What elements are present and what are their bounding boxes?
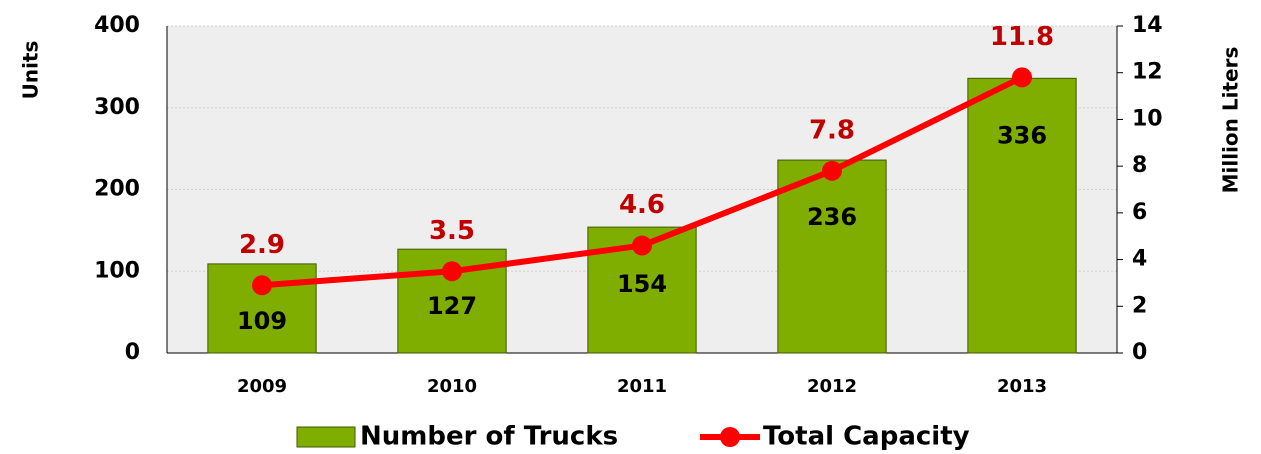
chart: Units Million Liters 0 100 200 300 400 0 2 4 6 8 1… <box>0 0 1261 454</box>
y2-tick-label: 10 <box>1132 106 1163 131</box>
y-tick-label: 100 <box>94 258 140 283</box>
line-marker <box>1012 67 1032 87</box>
x-tick-label: 2010 <box>427 376 477 397</box>
y-tick-label: 0 <box>125 340 140 365</box>
y2-tick-label: 12 <box>1132 60 1163 85</box>
x-tick-label: 2013 <box>997 376 1047 397</box>
y2-tick-label: 2 <box>1132 293 1147 318</box>
bar-value-label: 336 <box>997 121 1047 149</box>
y2-tick-label: 8 <box>1132 153 1147 178</box>
legend-swatch <box>297 427 355 447</box>
line-marker <box>822 161 842 181</box>
bar <box>778 160 886 353</box>
line-value-label: 11.8 <box>990 22 1054 52</box>
bar-value-label: 109 <box>237 307 287 335</box>
line-marker <box>442 261 462 281</box>
bar-value-label: 236 <box>807 203 857 231</box>
line-value-label: 7.8 <box>809 115 855 145</box>
line-value-label: 2.9 <box>239 230 285 260</box>
y2-tick-label: 6 <box>1132 200 1147 225</box>
y2-axis-title: Million Liters <box>1219 47 1243 194</box>
y2-tick-label: 0 <box>1132 340 1147 365</box>
x-tick-label: 2011 <box>617 376 667 397</box>
y-tick-label: 200 <box>94 177 140 202</box>
y2-tick-label: 4 <box>1132 247 1147 272</box>
y-axis-title: Units <box>19 41 43 100</box>
legend-label: Number of Trucks <box>360 422 618 452</box>
line-value-label: 3.5 <box>429 216 475 246</box>
legend-label: Total Capacity <box>763 422 970 452</box>
legend-swatch <box>720 427 740 447</box>
x-tick-label: 2012 <box>807 376 857 397</box>
bar <box>968 78 1076 353</box>
x-tick-label: 2009 <box>237 376 287 397</box>
y-tick-label: 300 <box>94 95 140 120</box>
line-value-label: 4.6 <box>619 190 665 220</box>
line-marker <box>632 236 652 256</box>
bar-value-label: 127 <box>427 292 477 320</box>
bar-value-label: 154 <box>617 270 667 298</box>
y-tick-label: 400 <box>94 13 140 38</box>
y2-tick-label: 14 <box>1132 13 1163 38</box>
line-marker <box>252 275 272 295</box>
